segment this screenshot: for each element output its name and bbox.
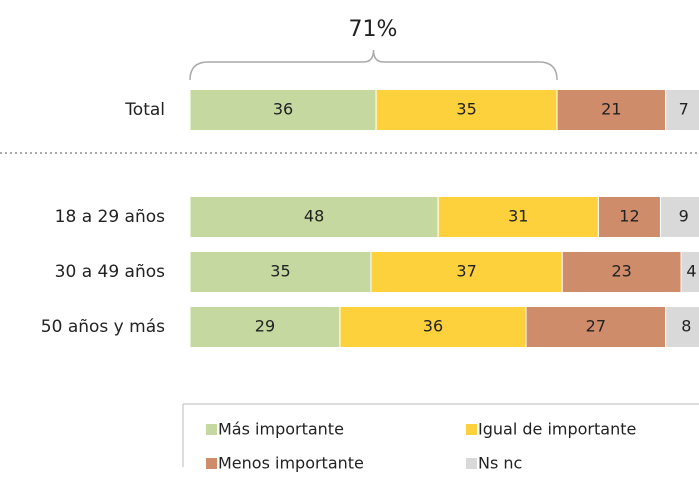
bar-segment [665,306,699,348]
legend-swatch [206,458,217,469]
value-label: 35 [270,262,290,281]
annotation: 71% [349,17,398,42]
bar-segment [437,196,599,238]
category-label: 30 a 49 años [55,262,165,282]
value-label: 23 [612,262,632,281]
bar-segment [189,251,372,293]
bar-segment [665,89,699,131]
value-label: 31 [508,207,528,226]
bar-segment [189,89,377,131]
value-label: 29 [255,317,275,336]
legend-label: Ns nc [478,454,522,473]
value-label: 36 [273,100,293,119]
bar-segment [561,251,682,293]
value-label: 48 [304,207,324,226]
category-label: 50 años y más [41,317,165,337]
bar-segment [189,306,341,348]
bar-segment [556,89,667,131]
legend-label: Más importante [218,420,344,439]
value-label: 35 [456,100,476,119]
bar-segment [339,306,527,348]
value-label: 7 [679,100,689,119]
category-label: 18 a 29 años [55,207,165,227]
value-label: 36 [423,317,443,336]
value-label: 8 [681,317,691,336]
legend-label: Menos importante [218,454,364,473]
value-label: 21 [601,100,621,119]
bar-segment [659,196,699,238]
legend-swatch [466,458,477,469]
category-label: Total [124,100,165,120]
value-label: 27 [586,317,606,336]
legend-label: Igual de importante [478,420,636,439]
bar-segment [370,251,563,293]
legend-swatch [466,424,477,435]
value-label: 37 [456,262,476,281]
value-label: 4 [686,262,696,281]
legend-swatch [206,424,217,435]
brace [189,49,558,81]
value-label: 12 [619,207,639,226]
bar-segment [680,251,699,293]
bar-segment [597,196,661,238]
value-label: 9 [679,207,689,226]
